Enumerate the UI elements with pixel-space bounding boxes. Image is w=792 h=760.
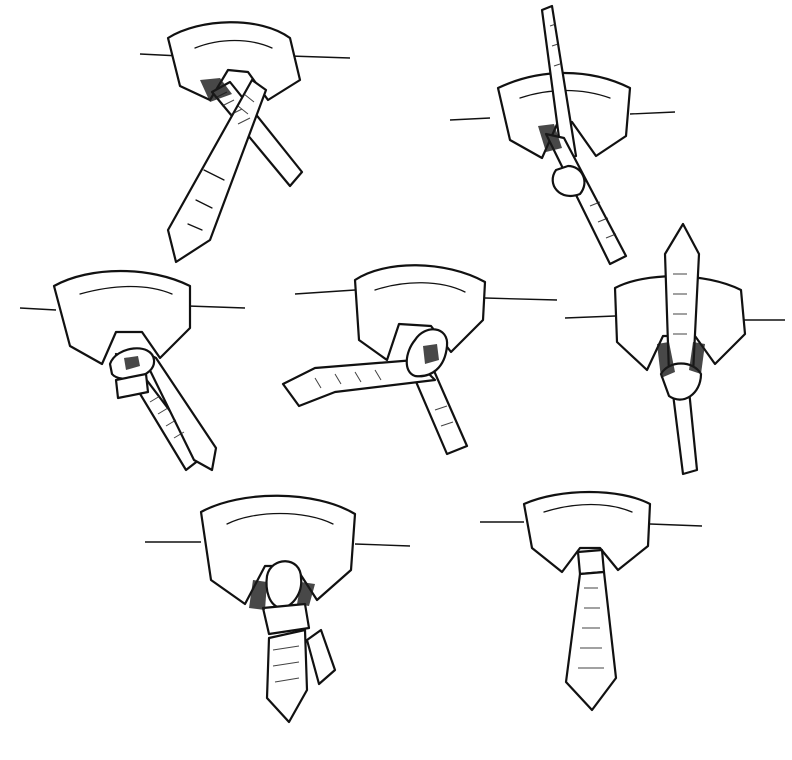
step-2-drawing — [449, 4, 676, 266]
step-6-drawing — [145, 494, 411, 724]
step-3-drawing — [19, 269, 246, 472]
knot — [576, 548, 606, 576]
knot-band — [261, 602, 311, 636]
collar — [52, 269, 192, 366]
wide-end — [540, 4, 578, 162]
narrow-end — [305, 628, 337, 686]
tie-blade — [564, 570, 618, 712]
step-7-drawing — [480, 490, 703, 712]
collar — [353, 264, 487, 362]
loop — [551, 164, 586, 197]
collar — [522, 490, 652, 574]
wide-end — [265, 628, 309, 724]
narrow-end — [671, 388, 699, 476]
knot — [265, 560, 303, 610]
wide-end-horizontal — [281, 358, 437, 408]
step-1-drawing — [139, 21, 351, 264]
step-5-drawing — [564, 222, 785, 476]
step-4-drawing — [281, 264, 558, 456]
wide-end — [166, 78, 268, 264]
